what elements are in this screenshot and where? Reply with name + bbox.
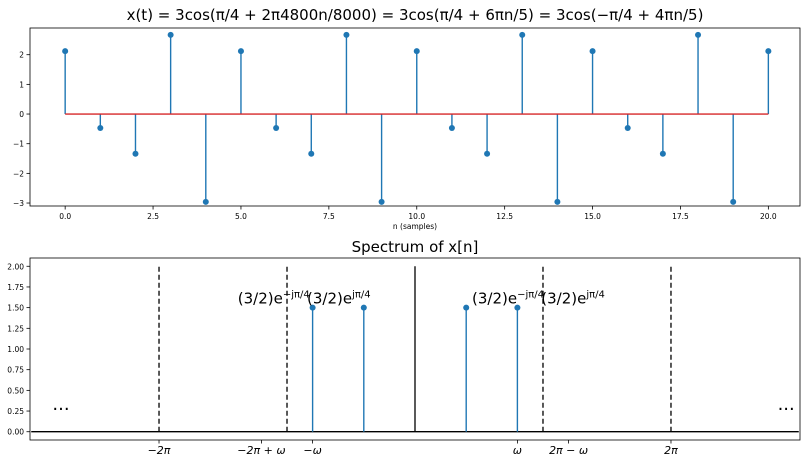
stem-marker bbox=[343, 31, 350, 38]
y-tick-label: 2 bbox=[19, 51, 24, 60]
stem-marker bbox=[132, 150, 139, 157]
x-tick-label: −ω bbox=[303, 444, 321, 455]
y-tick-label: 1 bbox=[19, 80, 24, 89]
y-tick-label: −1 bbox=[13, 140, 24, 149]
x-tick-label: −2π bbox=[148, 444, 171, 455]
x-tick-label: 10.0 bbox=[408, 212, 425, 221]
bottom-chart-title: Spectrum of x[n] bbox=[352, 238, 479, 256]
x-tick-label: 17.5 bbox=[672, 212, 689, 221]
x-tick-label: 2π bbox=[664, 444, 678, 455]
top-stems bbox=[62, 31, 772, 205]
stem-marker bbox=[659, 150, 666, 157]
stem-marker bbox=[273, 124, 280, 131]
stem-marker bbox=[589, 48, 596, 55]
stem-marker bbox=[484, 150, 491, 157]
stem-marker bbox=[730, 198, 737, 205]
annotation-base: (3/2)e bbox=[238, 290, 283, 308]
x-tick-label: 0.0 bbox=[59, 212, 71, 221]
annotation-base: ... bbox=[778, 394, 795, 415]
y-tick-label: 1.75 bbox=[7, 283, 24, 292]
stem-marker bbox=[413, 48, 420, 55]
spectrum-chart: Spectrum of x[n](3/2)e−jπ/4(3/2)ejπ/4 (3/… bbox=[7, 238, 801, 457]
y-tick-label: 0.00 bbox=[7, 428, 24, 437]
stem-marker bbox=[519, 31, 526, 38]
stem-marker bbox=[624, 124, 631, 131]
spectrum-annotation: ... bbox=[52, 394, 69, 415]
stem-marker bbox=[695, 31, 702, 38]
y-tick-label: 0 bbox=[19, 110, 24, 119]
annotation-base: (3/2)e bbox=[472, 290, 517, 308]
y-tick-label: 0.25 bbox=[7, 407, 24, 416]
spectrum-annotation: (3/2)e−jπ/4 bbox=[472, 290, 544, 308]
top-axes-frame bbox=[29, 27, 801, 207]
stem-marker bbox=[308, 150, 315, 157]
x-tick-label: ω bbox=[513, 444, 522, 455]
spectrum-annotation: (3/2)ejπ/4 bbox=[307, 290, 371, 308]
spectrum-stem-marker bbox=[463, 304, 470, 311]
annotation-base: ... bbox=[52, 394, 69, 415]
stem-marker bbox=[167, 31, 174, 38]
x-tick-label: −2π + ω bbox=[237, 444, 285, 455]
x-tick-label: 7.5 bbox=[323, 212, 335, 221]
spectrum-stem-marker bbox=[360, 304, 367, 311]
annotation-exponent: −jπ/4 bbox=[283, 290, 310, 301]
spectrum-annotation: (3/2)ejπ/4 bbox=[541, 290, 605, 308]
annotation-base: (3/2)e bbox=[307, 290, 352, 308]
y-tick-label: 2.00 bbox=[7, 262, 24, 271]
top-chart-title: x(t) = 3cos(π/4 + 2π4800n/8000) = 3cos(π… bbox=[127, 6, 704, 24]
x-tick-label: 2π − ω bbox=[549, 444, 588, 455]
spectrum-annotation: ... bbox=[778, 394, 795, 415]
stem-marker bbox=[448, 124, 455, 131]
annotation-exponent: jπ/4 bbox=[351, 290, 371, 301]
stem-marker bbox=[554, 198, 561, 205]
spectrum-annotation: (3/2)e−jπ/4 bbox=[238, 290, 310, 308]
spectrum-stem-marker bbox=[309, 304, 316, 311]
top-stem-chart: x(t) = 3cos(π/4 + 2π4800n/8000) = 3cos(π… bbox=[13, 6, 801, 231]
stem-marker bbox=[765, 48, 772, 55]
annotation-base: (3/2)e bbox=[541, 290, 586, 308]
x-tick-label: 2.5 bbox=[147, 212, 159, 221]
y-tick-label: 1.00 bbox=[7, 345, 24, 354]
y-tick-label: 1.50 bbox=[7, 304, 24, 313]
y-tick-label: 0.50 bbox=[7, 386, 24, 395]
annotation-exponent: jπ/4 bbox=[585, 290, 605, 301]
y-tick-label: 1.25 bbox=[7, 324, 24, 333]
annotation-exponent: −jπ/4 bbox=[517, 290, 544, 301]
stem-marker bbox=[237, 48, 244, 55]
x-tick-label: 5.0 bbox=[235, 212, 247, 221]
stem-marker bbox=[202, 198, 209, 205]
stem-marker bbox=[62, 48, 69, 55]
x-axis-label: n (samples) bbox=[393, 222, 437, 231]
spectrum-stems bbox=[309, 304, 521, 432]
y-tick-label: 0.75 bbox=[7, 366, 24, 375]
stem-marker bbox=[97, 124, 104, 131]
x-tick-label: 15.0 bbox=[584, 212, 601, 221]
stem-marker bbox=[378, 198, 385, 205]
x-tick-label: 12.5 bbox=[496, 212, 513, 221]
y-tick-label: −2 bbox=[13, 169, 24, 178]
spectrum-stem-marker bbox=[514, 304, 521, 311]
x-tick-label: 20.0 bbox=[760, 212, 777, 221]
y-tick-label: −3 bbox=[13, 199, 24, 208]
